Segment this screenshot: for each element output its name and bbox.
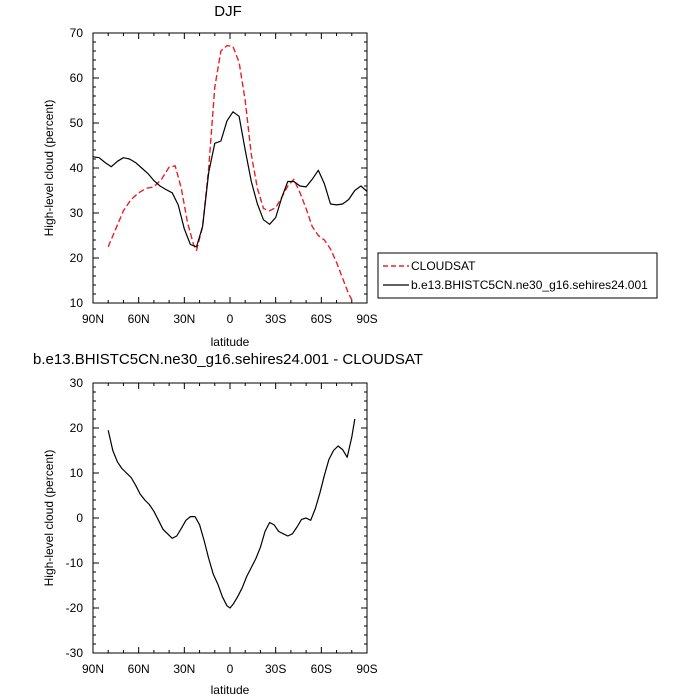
top-ytick-label: 30: [70, 206, 84, 220]
top-xtick-label: 30N: [173, 312, 195, 326]
top-y-ticks: 10 20 30 40 50 60 70: [70, 26, 367, 310]
bottom-series-line-0: [107, 418, 356, 609]
top-ytick-label: 20: [70, 251, 84, 265]
top-title: DJF: [214, 3, 242, 20]
bottom-ytick-label: 20: [70, 421, 84, 435]
top-xtick-label: 90N: [82, 312, 104, 326]
bottom-xtick-label: 90N: [82, 662, 104, 676]
legend-box: [377, 252, 658, 299]
top-x-ticks: 90N 60N 30N 0 30S 60S 90S: [82, 33, 378, 326]
bottom-xtick-label: 60N: [128, 662, 150, 676]
legend: CLOUDSAT b.e13.BHISTC5CN.ne30_g16.sehire…: [377, 252, 658, 299]
bottom-plot-frame: [92, 382, 368, 654]
bottom-x-ticks: 90N 60N 30N 0 30S 60S 90S: [82, 383, 378, 676]
top-x-axis-label: latitude: [211, 335, 250, 349]
bottom-x-axis-label: latitude: [211, 683, 250, 697]
top-ytick-label: 10: [70, 296, 84, 310]
bottom-ytick-label: -10: [66, 556, 84, 570]
top-xtick-label: 30S: [265, 312, 286, 326]
bottom-y-axis-label: High-level cloud (percent): [42, 450, 56, 587]
top-xtick-label: 60N: [128, 312, 150, 326]
top-series-line-0: [107, 44, 355, 303]
bottom-ytick-label: 10: [70, 466, 84, 480]
legend-label-cloudsat: CLOUDSAT: [411, 259, 476, 273]
bottom-ytick-label: -20: [66, 601, 84, 615]
legend-label-model: b.e13.BHISTC5CN.ne30_g16.sehires24.001: [411, 278, 648, 292]
bottom-ytick-label: 0: [76, 511, 83, 525]
top-ytick-label: 50: [70, 116, 84, 130]
bottom-xtick-label: 30S: [265, 662, 286, 676]
top-xtick-label: 90S: [356, 312, 377, 326]
top-series-line-1: [93, 111, 367, 248]
top-ytick-label: 70: [70, 26, 84, 40]
top-xtick-label: 60S: [311, 312, 332, 326]
bottom-xtick-label: 60S: [311, 662, 332, 676]
top-xtick-label: 0: [227, 312, 234, 326]
top-series-group: [93, 44, 367, 303]
bottom-panel: b.e13.BHISTC5CN.ne30_g16.sehires24.001 -…: [33, 351, 423, 697]
bottom-title: b.e13.BHISTC5CN.ne30_g16.sehires24.001 -…: [33, 351, 423, 368]
top-ytick-label: 40: [70, 161, 84, 175]
bottom-y-ticks: -30 -20 -10 0 10 20 30: [66, 376, 367, 660]
bottom-xtick-label: 90S: [356, 662, 377, 676]
top-panel: DJF 10 20 30 40 50 60 70 90N 60N 30N 0 30S 60S 90S l…: [42, 3, 378, 349]
top-ytick-label: 60: [70, 71, 84, 85]
top-plot-frame: [92, 32, 368, 304]
bottom-ytick-label: 30: [70, 376, 84, 390]
top-y-axis-label: High-level cloud (percent): [42, 100, 56, 237]
bottom-ytick-label: -30: [66, 646, 84, 660]
bottom-xtick-label: 30N: [173, 662, 195, 676]
bottom-series-group: [107, 418, 356, 609]
bottom-xtick-label: 0: [227, 662, 234, 676]
